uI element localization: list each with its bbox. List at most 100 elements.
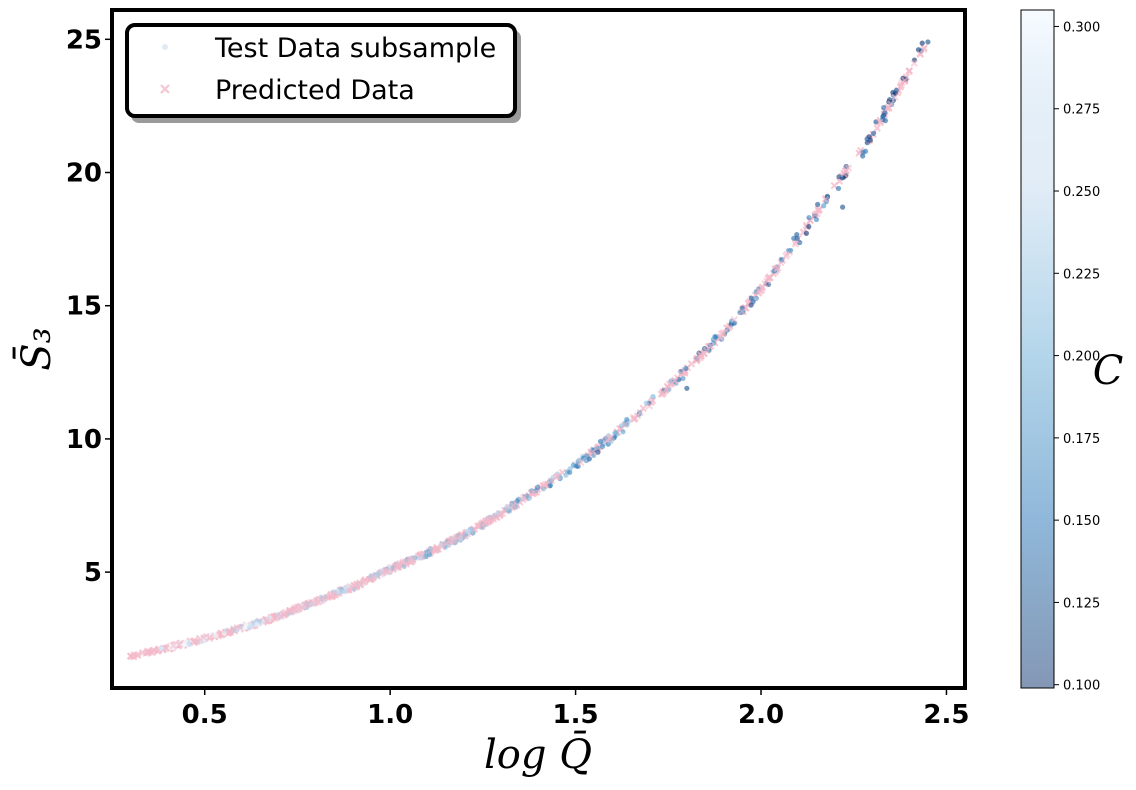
y-tick-label: 20: [66, 159, 102, 189]
predicted-point: [621, 420, 629, 429]
legend-label-predicted: Predicted Data: [215, 75, 415, 106]
test-data-point: [748, 302, 754, 308]
predicted-point: [901, 76, 909, 85]
predicted-point: [146, 648, 154, 656]
predicted-point: [821, 195, 830, 204]
test-data-point: [821, 203, 827, 209]
predicted-point: [670, 376, 679, 385]
test-data-point: [840, 204, 846, 210]
predicted-point: [189, 637, 198, 645]
colorbar-label: C: [1093, 348, 1124, 394]
colorbar-tick-label: 0.175: [1063, 432, 1100, 447]
predicted-point: [791, 240, 800, 248]
predicted-point: [492, 513, 501, 521]
predicted-point: [408, 555, 417, 563]
test-data-point: [595, 445, 601, 451]
test-data-point: [613, 429, 619, 436]
predicted-point: [884, 103, 893, 111]
predicted-point: [263, 617, 271, 625]
predicted-point: [589, 447, 597, 456]
colorbar-tick-label: 0.275: [1063, 103, 1100, 118]
predicted-point: [707, 342, 715, 350]
predicted-point: [370, 573, 378, 582]
predicted-point: [366, 575, 374, 584]
predicted-point: [175, 641, 184, 649]
predicted-point: [840, 170, 848, 178]
colorbar-tick-label: 0.250: [1063, 185, 1100, 200]
test-data-point: [650, 394, 656, 400]
x-tick-label: 1.0: [367, 700, 413, 730]
test-data-point: [813, 216, 820, 223]
predicted-point: [432, 546, 440, 554]
predicted-point: [519, 496, 527, 504]
predicted-point: [225, 628, 233, 637]
predicted-point: [301, 601, 309, 609]
colorbar-ticks: 0.100 0.125 0.150 0.175 0.200 0.225 0.250 0.275…: [1054, 20, 1100, 694]
test-data-point: [597, 438, 604, 445]
legend: Test Data subsample Predicted Data: [125, 23, 521, 123]
predicted-point: [774, 264, 782, 272]
test-data-point: [342, 588, 349, 595]
predicted-point: [459, 531, 467, 540]
predicted-point: [687, 360, 696, 368]
predicted-point: [636, 408, 644, 417]
predicted-point: [811, 210, 819, 219]
predicted-point: [356, 579, 364, 587]
test-data-point: [343, 584, 349, 590]
test-data-point: [246, 625, 252, 631]
predicted-point: [418, 550, 426, 559]
test-data-point: [893, 87, 899, 93]
points-layer: [126, 39, 931, 661]
predicted-point: [229, 626, 238, 634]
predicted-point: [384, 567, 392, 576]
colorbar-tick-label: 0.225: [1063, 267, 1100, 282]
predicted-point: [200, 634, 208, 642]
x-axis-label: log Q̄: [484, 731, 592, 778]
test-data-point: [563, 472, 569, 478]
colorbar-tick-label: 0.100: [1063, 679, 1100, 694]
test-data-point: [683, 365, 689, 372]
y-tick-label: 25: [66, 25, 102, 55]
test-data-point: [526, 495, 532, 502]
predicted-point: [445, 537, 453, 545]
predicted-point: [196, 635, 204, 644]
test-data-point: [915, 47, 922, 53]
predicted-point: [281, 608, 290, 616]
predicted-point: [470, 525, 479, 533]
predicted-point: [763, 277, 771, 285]
predicted-point: [875, 118, 884, 127]
predicted-point: [645, 402, 654, 410]
x-tick-label: 1.5: [553, 700, 599, 730]
predicted-point: [629, 413, 638, 422]
predicted-point: [844, 164, 853, 172]
colorbar-tick-label: 0.200: [1063, 350, 1100, 365]
predicted-point: [236, 623, 244, 632]
predicted-point: [603, 436, 611, 444]
predicted-point: [309, 599, 317, 608]
predicted-point: [288, 607, 296, 615]
test-data-point: [181, 640, 187, 646]
x-axis-ticks: 0.5 1.0 1.5 2.0 2.5: [182, 688, 969, 730]
predicted-point: [577, 458, 585, 467]
test-data-point: [863, 148, 869, 154]
predicted-point: [873, 124, 881, 132]
predicted-point: [916, 50, 925, 59]
predicted-point: [169, 641, 177, 650]
predicted-point: [477, 520, 486, 528]
predicted-point: [403, 558, 411, 566]
predicted-point: [920, 45, 928, 54]
predicted-point: [696, 350, 705, 359]
predicted-point: [677, 370, 685, 378]
test-data-point: [794, 231, 800, 238]
y-axis-label: S̄₃: [13, 327, 60, 370]
test-data-point: [620, 429, 626, 435]
colorbar: 0.100 0.125 0.150 0.175 0.200 0.225 0.250 0.275…: [1020, 9, 1124, 694]
predicted-point: [542, 480, 550, 489]
predicted-point: [725, 324, 733, 332]
test-data-point: [710, 336, 716, 343]
legend-box: [125, 23, 517, 118]
colorbar-tick-label: 0.300: [1063, 20, 1100, 35]
test-data-point: [835, 185, 842, 192]
colorbar-tick-label: 0.150: [1063, 514, 1100, 529]
